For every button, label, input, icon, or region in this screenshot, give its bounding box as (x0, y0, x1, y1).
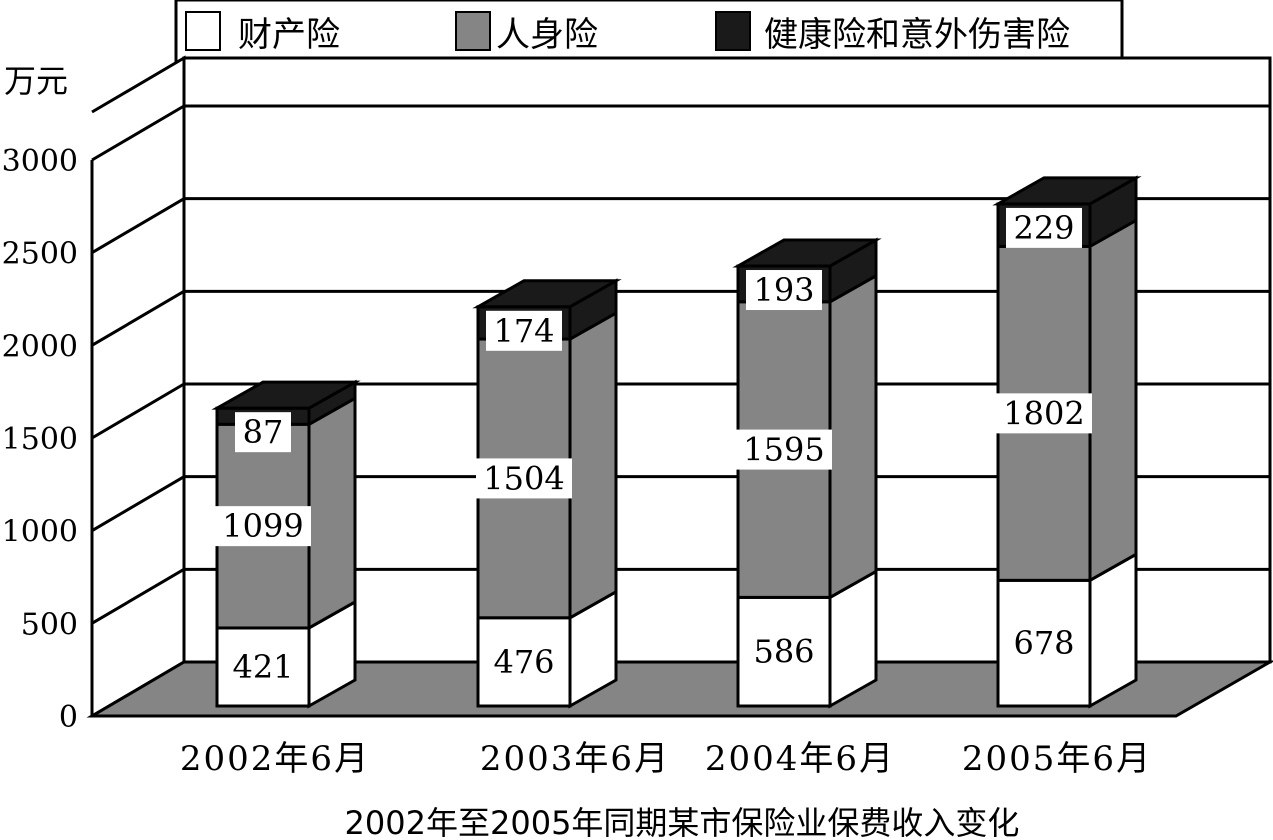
data-label-bg (225, 646, 301, 687)
legend-swatch-2 (715, 11, 751, 51)
data-label-bg (215, 506, 311, 547)
gridline-side (91, 475, 185, 532)
bar-side-1 (828, 273, 878, 600)
data-label-bg (476, 458, 572, 499)
data-label-bg (996, 393, 1092, 434)
bar-stack: 421 1099 87 (211, 379, 361, 709)
x-tick-label: 2003年6月 (480, 739, 670, 779)
bar-top (992, 176, 1142, 206)
legend-frame (174, 0, 1124, 68)
gridline-side (91, 197, 185, 254)
bar-side-1 (307, 395, 357, 631)
y-tick-label: 1500 (2, 422, 78, 457)
data-label: 678 (1013, 624, 1074, 662)
gridline-side (91, 382, 185, 440)
y-axis-ticks: 0 500 1000 1500 2000 2500 3000 (2, 144, 78, 735)
y-axis-unit: 万元 (4, 62, 68, 100)
x-axis-ticks: 2002年6月 2003年6月 2004年6月 2005年6月 (180, 739, 1152, 779)
legend-swatch-1 (455, 11, 491, 51)
y-tick-label: 500 (21, 607, 78, 642)
data-label-bg (746, 631, 822, 672)
data-label: 1099 (222, 507, 303, 545)
bar-side-1 (568, 310, 618, 621)
chart-title: 2002年至2005年同期某市保险业保费收入变化 (345, 804, 1020, 840)
x-tick-label: 2005年6月 (962, 739, 1152, 779)
legend-label-0: 财产险 (238, 15, 340, 55)
y-tick-label: 3000 (2, 144, 78, 179)
data-label: 174 (493, 312, 554, 350)
bar-stack: 586 1595 193 (732, 237, 882, 709)
legend-label-1: 人身险 (496, 15, 598, 55)
x-tick-label: 2004年6月 (705, 739, 895, 779)
bar-top (211, 380, 361, 410)
y-tick-label: 2500 (2, 237, 78, 272)
data-label-bg (235, 412, 291, 453)
data-label-bg (1006, 623, 1082, 664)
legend-swatch-0 (185, 11, 221, 51)
x-tick-label: 2002年6月 (180, 739, 370, 779)
bar-stack: 476 1504 174 (472, 278, 622, 709)
bar-group: 421 1099 87 476 1504 174 586 1595 193 678 1802 229 (211, 175, 1142, 709)
bar-top (472, 279, 622, 309)
gridline-side (91, 290, 185, 347)
legend-label-2: 健康险和意外伤害险 (764, 15, 1070, 55)
y-tick-label: 2000 (2, 329, 78, 364)
gridline-side (91, 568, 185, 625)
floor (86, 660, 1273, 718)
gridline-side (91, 104, 185, 162)
data-label: 586 (753, 633, 814, 671)
data-label-bg (736, 429, 832, 470)
bar-top (732, 238, 882, 268)
data-label: 229 (1013, 209, 1074, 247)
data-label: 87 (243, 413, 284, 451)
data-label-bg (746, 270, 822, 311)
bar-stack: 678 1802 229 (992, 175, 1142, 709)
y-tick-label: 0 (59, 700, 78, 735)
y-tick-label: 1000 (2, 515, 78, 550)
data-label: 1802 (1003, 394, 1084, 432)
data-label: 193 (753, 271, 814, 309)
data-label-bg (486, 641, 562, 682)
data-label-bg (1006, 207, 1082, 248)
bar-side-1 (1088, 217, 1138, 583)
legend: 财产险 人身险 健康险和意外伤害险 (174, 0, 1124, 68)
side-wall (91, 55, 186, 718)
data-label: 1595 (743, 431, 824, 469)
data-label-bg (486, 310, 562, 351)
data-label: 476 (493, 643, 554, 681)
data-label: 421 (232, 648, 293, 686)
data-label: 1504 (483, 459, 564, 497)
